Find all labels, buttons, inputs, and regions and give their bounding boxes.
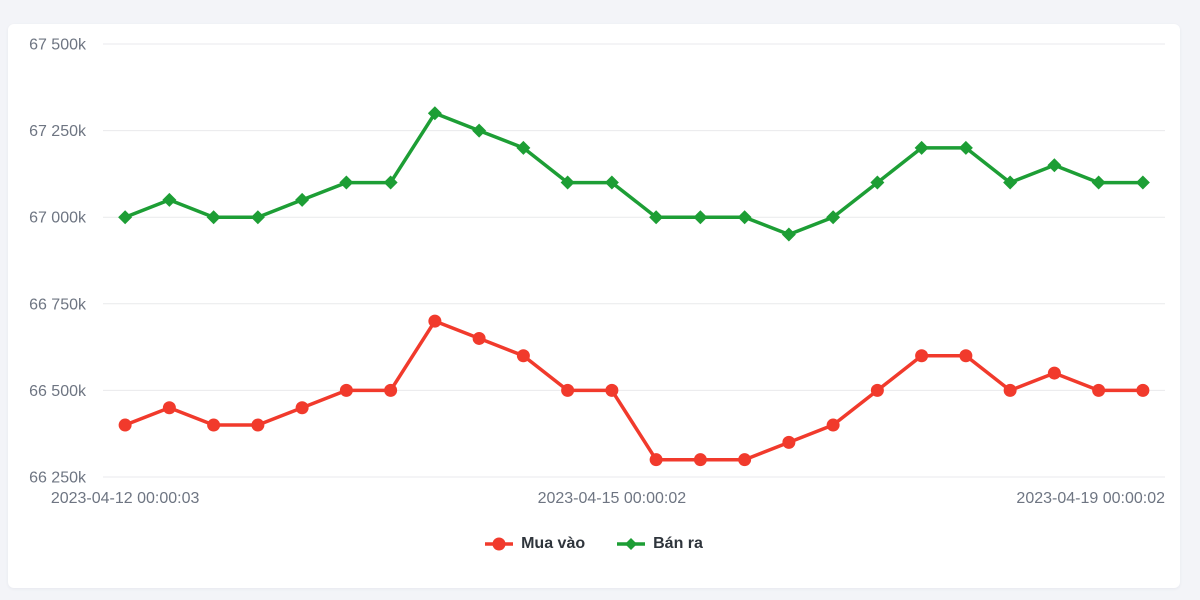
x-tick-label: 2023-04-19 00:00:02	[1016, 490, 1165, 507]
series-point-mua-vao[interactable]	[384, 383, 398, 397]
series-point-mua-vao[interactable]	[428, 314, 442, 328]
series-point-ban-ra[interactable]	[737, 210, 752, 225]
y-tick-label: 67 500k	[29, 37, 87, 54]
series-point-mua-vao[interactable]	[472, 331, 486, 345]
legend-label-ban-ra: Bán ra	[653, 535, 703, 552]
series-point-mua-vao[interactable]	[826, 418, 840, 432]
chart-legend: Mua vào Bán ra	[8, 535, 1180, 553]
legend-marker-glyph	[485, 537, 514, 551]
legend-marker-diamond-icon	[617, 536, 646, 552]
y-tick-label: 67 250k	[29, 123, 87, 140]
series-point-ban-ra[interactable]	[870, 175, 885, 190]
series-point-ban-ra[interactable]	[1091, 175, 1106, 190]
y-tick-label: 67 000k	[29, 210, 87, 227]
series-point-mua-vao[interactable]	[605, 383, 619, 397]
series-point-ban-ra[interactable]	[472, 123, 487, 138]
series-point-ban-ra[interactable]	[516, 140, 531, 155]
series-point-mua-vao[interactable]	[295, 401, 309, 415]
series-point-ban-ra[interactable]	[162, 192, 177, 207]
series-point-ban-ra[interactable]	[1003, 175, 1018, 190]
series-point-mua-vao[interactable]	[339, 383, 353, 397]
x-tick-label: 2023-04-15 00:00:02	[538, 490, 687, 507]
y-tick-label: 66 250k	[29, 470, 87, 487]
series-point-ban-ra[interactable]	[604, 175, 619, 190]
series-point-ban-ra[interactable]	[560, 175, 575, 190]
series-point-mua-vao[interactable]	[1092, 383, 1106, 397]
series-point-ban-ra[interactable]	[295, 192, 310, 207]
series-point-mua-vao[interactable]	[915, 349, 929, 363]
series-point-ban-ra[interactable]	[427, 106, 442, 121]
series-point-mua-vao[interactable]	[251, 418, 265, 432]
legend-item-ban-ra[interactable]: Bán ra	[617, 535, 703, 553]
series-point-ban-ra[interactable]	[1047, 158, 1062, 173]
series-point-mua-vao[interactable]	[516, 349, 530, 363]
legend-item-mua-vao[interactable]: Mua vào	[485, 535, 585, 553]
series-point-ban-ra[interactable]	[693, 210, 708, 225]
series-point-mua-vao[interactable]	[693, 453, 707, 467]
series-point-mua-vao[interactable]	[649, 453, 663, 467]
x-tick-label: 2023-04-12 00:00:03	[51, 490, 200, 507]
y-tick-label: 66 750k	[29, 296, 87, 313]
series-line-ban-ra[interactable]	[123, 111, 1145, 237]
series-point-mua-vao[interactable]	[959, 349, 973, 363]
series-point-ban-ra[interactable]	[206, 210, 221, 225]
series-point-mua-vao[interactable]	[561, 383, 575, 397]
series-point-mua-vao[interactable]	[738, 453, 752, 467]
chart-card: 66 250k 66 500k 66 750k 67 000k 67 250k 67 50…	[8, 24, 1180, 588]
series-point-mua-vao[interactable]	[207, 418, 221, 432]
series-point-ban-ra[interactable]	[1135, 175, 1150, 190]
series-point-ban-ra[interactable]	[781, 227, 796, 242]
series-point-ban-ra[interactable]	[958, 140, 973, 155]
series-point-ban-ra[interactable]	[118, 210, 133, 225]
legend-marker-glyph	[617, 538, 646, 550]
series-point-mua-vao[interactable]	[1047, 366, 1061, 380]
series-line-mua-vao[interactable]	[123, 319, 1145, 462]
series-point-mua-vao[interactable]	[782, 435, 796, 449]
series-point-ban-ra[interactable]	[826, 210, 841, 225]
series-point-ban-ra[interactable]	[339, 175, 354, 190]
line-chart-canvas: 66 250k 66 500k 66 750k 67 000k 67 250k 67 50…	[29, 37, 1165, 508]
series-point-ban-ra[interactable]	[383, 175, 398, 190]
y-tick-label: 66 500k	[29, 383, 87, 400]
series-point-mua-vao[interactable]	[162, 401, 176, 415]
series-point-ban-ra[interactable]	[914, 140, 929, 155]
series-point-ban-ra[interactable]	[649, 210, 664, 225]
series-point-mua-vao[interactable]	[118, 418, 132, 432]
series-point-mua-vao[interactable]	[1136, 383, 1150, 397]
series-point-ban-ra[interactable]	[250, 210, 265, 225]
legend-marker-circle-icon	[485, 536, 514, 552]
series-point-mua-vao[interactable]	[870, 383, 884, 397]
series-point-mua-vao[interactable]	[1003, 383, 1017, 397]
legend-label-mua-vao: Mua vào	[521, 535, 586, 552]
